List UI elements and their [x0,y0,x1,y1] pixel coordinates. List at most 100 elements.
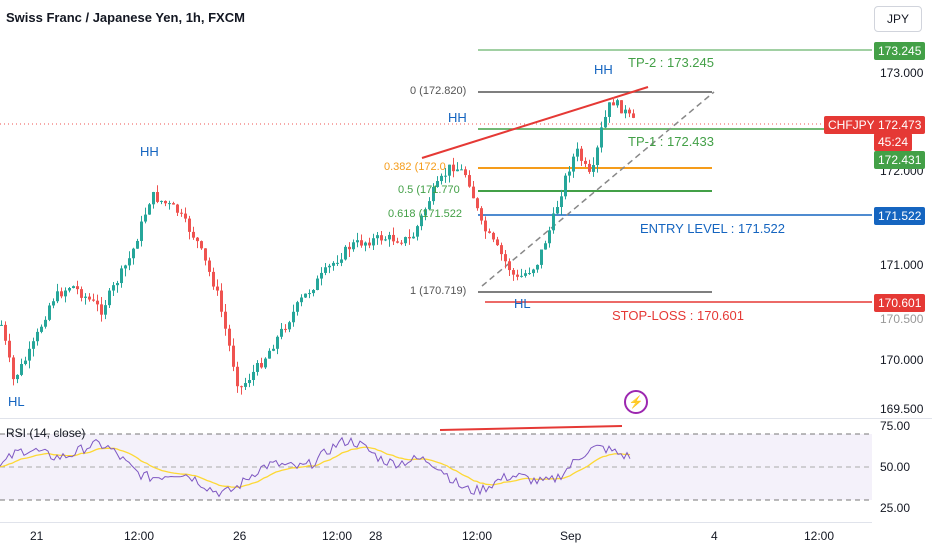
candle-body [92,299,95,301]
candle-body [340,259,343,263]
chart-title: Swiss Franc / Japanese Yen, 1h, FXCM [6,10,245,25]
candle-body [232,345,235,367]
candle-body [544,243,547,250]
candle-body [584,160,587,164]
candle-body [292,311,295,323]
candle-body [28,348,31,361]
candle-body [376,235,379,239]
candle-body [196,237,199,242]
entry-level-label: ENTRY LEVEL : 171.522 [640,221,786,236]
rsi-title[interactable]: RSI (14, close) [6,426,86,440]
candlestick-series [0,97,635,395]
candle-body [24,360,27,365]
candle-body [548,230,551,244]
candle-body [284,328,287,330]
price-axis-label: 170.000 [880,353,924,367]
currency-button[interactable]: JPY [874,6,922,32]
time-label: 12:00 [804,529,835,543]
candle-body [316,278,319,291]
entry-price-tag: 171.522 [874,207,926,225]
candle-body [160,200,163,202]
candle-body [512,270,515,275]
resistance-trendline [421,86,649,159]
candle-body [204,248,207,261]
candle-body [392,234,395,242]
candle-body [152,192,155,205]
candle-body [444,175,447,177]
candle-body [224,311,227,329]
candle-body [528,273,531,275]
candle-body [436,181,439,188]
price-chart[interactable] [0,0,872,418]
candle-body [108,290,111,306]
candle-body [244,383,247,387]
rsi-divergence-line [439,425,623,431]
candle-body [100,304,103,315]
candle-body [156,192,159,202]
candle-body [372,238,375,246]
candle-body [516,274,519,277]
hh-mid-label: HH [448,110,467,125]
candle-body [336,262,339,264]
candle-body [276,336,279,349]
candle-body [172,203,175,205]
pane-separator[interactable] [0,418,932,419]
candle-body [80,289,83,298]
candle-body [540,249,543,265]
rsi-chart[interactable] [0,422,872,522]
candle-body [216,286,219,291]
candle-body [380,235,383,241]
candle-body [320,272,323,279]
candle-body [480,208,483,221]
time-label: 28 [369,529,383,543]
candle-body [432,187,435,202]
candle-body [144,214,147,222]
rsi-line [0,436,631,498]
candle-body [208,260,211,272]
candle-body [488,231,491,233]
candle-body [304,293,307,298]
candle-body [36,331,39,342]
candle-body [440,175,443,182]
candle-body [496,239,499,246]
candle-body [452,164,455,172]
candle-body [116,283,119,286]
candle-body [416,226,419,237]
price-axis-label-partial: 170.500 [880,312,924,326]
candle-body [368,242,371,246]
candle-body [180,212,183,214]
candle-body [552,213,555,231]
fib-0618-label: 0.618 (171.522 [388,208,463,220]
candle-body [404,237,407,244]
candle-body [20,364,23,375]
candle-body [352,242,355,250]
candle-body [272,348,275,351]
candle-body [580,148,583,161]
candle-body [4,324,7,341]
lightning-icon[interactable]: ⚡ [624,390,648,414]
tp2-label: TP-2 : 173.245 [628,55,714,70]
hh-top-label: HH [594,62,613,77]
candle-body [252,371,255,381]
rsi-axis-label: 75.00 [880,419,911,433]
candle-body [632,113,635,118]
candle-body [220,290,223,312]
time-label: 12:00 [124,529,155,543]
candle-body [332,262,335,266]
candle-body [248,380,251,384]
candle-body [16,374,19,380]
candle-body [104,305,107,315]
candle-body [344,246,347,260]
price-axis-label: 169.500 [880,402,924,416]
candle-body [140,221,143,241]
stop-price-tag: 170.601 [874,294,926,312]
candle-body [596,147,599,166]
candle-body [124,265,127,269]
candle-body [384,239,387,241]
time-label: Sep [560,529,582,543]
candle-body [628,109,631,114]
tp1-label: TP-1 : 172.433 [628,134,714,149]
time-label: 26 [233,529,247,543]
bar-countdown-tag: 45:24 [874,133,913,151]
time-axis[interactable]: 21 12:00 26 12:00 28 12:00 Sep 4 12:00 [0,522,872,551]
